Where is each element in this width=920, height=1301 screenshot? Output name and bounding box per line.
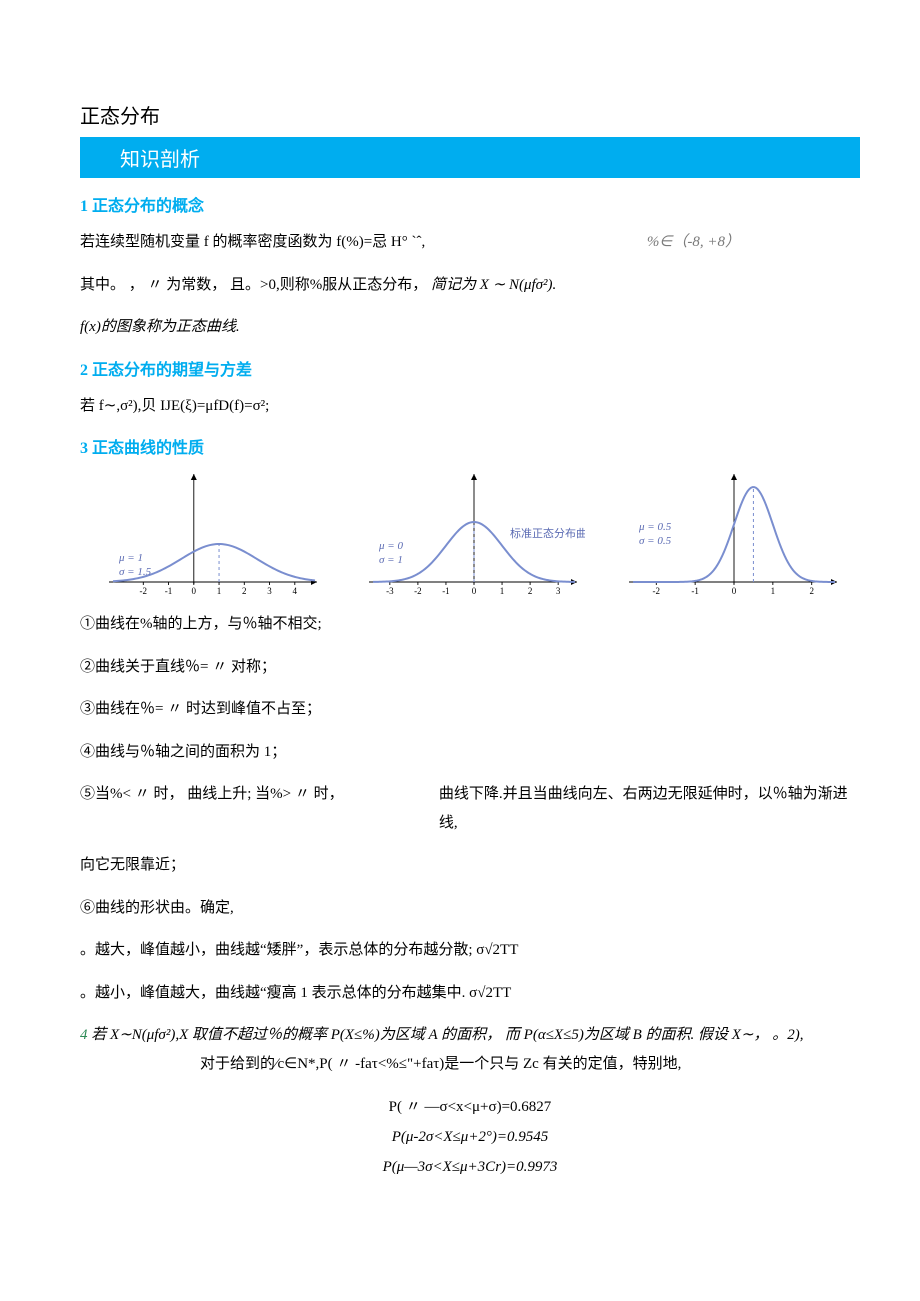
section-3-num: 3 bbox=[80, 440, 88, 457]
prop5b: 曲线下降.并且当曲线向左、右两边无限延伸时，以％轴为渐进线, bbox=[439, 780, 860, 837]
prop2: ②曲线关于直线％= 〃 对称； bbox=[80, 653, 860, 682]
svg-text:-2: -2 bbox=[140, 586, 148, 596]
p7b: 对于给到的⁄c∈N*,P( 〃 -faτ<%≤"+faτ)是一个只与 Zc 有关… bbox=[80, 1050, 681, 1079]
prop1: ①曲线在%轴的上方，与％轴不相交; bbox=[80, 610, 860, 639]
prop3: ③曲线在％= 〃 时达到峰值不占至； bbox=[80, 695, 860, 724]
svg-text:-1: -1 bbox=[442, 586, 450, 596]
prop4: ④曲线与％轴之间的面积为 1； bbox=[80, 738, 860, 767]
svg-text:2: 2 bbox=[242, 586, 247, 596]
svg-text:-3: -3 bbox=[386, 586, 394, 596]
p1-left: 若连续型随机变量 f 的概率密度函数为 f(%)=忌 H° ˋˆ, bbox=[80, 228, 425, 257]
prop5a: ⑤当%< 〃 时， 曲线上升; 当%> 〃 时， bbox=[80, 780, 439, 837]
chart-1: -2 -1 0 1 2 3 4 μ = 1 σ = 1.5 bbox=[80, 470, 340, 600]
prop6b: 。越小，峰值越大，曲线越“瘦高 1 表示总体的分布越集中. σ√2TT bbox=[80, 979, 860, 1008]
normal-curves-row: -2 -1 0 1 2 3 4 μ = 1 σ = 1.5 -3 -2 -1 0 1 2 3 μ = 0 σ =… bbox=[80, 470, 860, 600]
section-3-title: 正态曲线的性质 bbox=[92, 440, 204, 457]
p1: 若连续型随机变量 f 的概率密度函数为 f(%)=忌 H° ˋˆ, %∈（-8,… bbox=[80, 228, 860, 257]
svg-text:σ = 1.5: σ = 1.5 bbox=[119, 566, 152, 578]
section-2-heading: 2 正态分布的期望与方差 bbox=[80, 356, 860, 380]
normal-chart-3: -2 -1 0 1 2 μ = 0.5 σ = 0.5 bbox=[615, 470, 845, 600]
section-2-num: 2 bbox=[80, 362, 88, 379]
page-title: 正态分布 bbox=[80, 100, 860, 129]
chart-3: -2 -1 0 1 2 μ = 0.5 σ = 0.5 bbox=[600, 470, 860, 600]
svg-text:μ = 1: μ = 1 bbox=[118, 552, 143, 564]
eq3: P(μ—3σ<X≤μ+3Cr)=0.9973 bbox=[80, 1152, 860, 1182]
prop6a: 。越大，峰值越小，曲线越“矮胖”，表示总体的分布越分散; σ√2TT bbox=[80, 936, 860, 965]
prop6: ⑥曲线的形状由。确定, bbox=[80, 894, 860, 923]
normal-chart-2: -3 -2 -1 0 1 2 3 μ = 0 σ = 1 标准正态分布曲线 bbox=[355, 470, 585, 600]
svg-text:1: 1 bbox=[217, 586, 222, 596]
svg-text:3: 3 bbox=[267, 586, 272, 596]
p2a: 其中。 ， 〃 为常数， 且。>0,则称%服从正态分布， bbox=[80, 277, 431, 293]
svg-text:σ = 1: σ = 1 bbox=[379, 554, 403, 566]
eq2: P(μ-2σ<X≤μ+2°)=0.9545 bbox=[80, 1122, 860, 1152]
svg-text:0: 0 bbox=[732, 586, 737, 596]
section-banner: 知识剖析 bbox=[80, 137, 860, 178]
p2b: 简记为 X ∼ N(μfσ²). bbox=[431, 277, 556, 293]
section-1-num: 1 bbox=[80, 198, 88, 215]
svg-text:μ = 0: μ = 0 bbox=[378, 540, 403, 552]
svg-text:标准正态分布曲线: 标准正态分布曲线 bbox=[510, 526, 585, 540]
svg-text:4: 4 bbox=[293, 586, 298, 596]
section-2-title: 正态分布的期望与方差 bbox=[92, 362, 252, 379]
p1-right: %∈（-8, +8） bbox=[647, 228, 860, 257]
section-1-heading: 1 正态分布的概念 bbox=[80, 192, 860, 216]
chart-2: -3 -2 -1 0 1 2 3 μ = 0 σ = 1 标准正态分布曲线 bbox=[340, 470, 600, 600]
svg-text:1: 1 bbox=[771, 586, 776, 596]
p2: 其中。 ， 〃 为常数， 且。>0,则称%服从正态分布， 简记为 X ∼ N(μ… bbox=[80, 271, 860, 300]
equations: P( 〃 —σ<x<μ+σ)=0.6827 P(μ-2σ<X≤μ+2°)=0.9… bbox=[80, 1092, 860, 1182]
svg-text:-2: -2 bbox=[414, 586, 422, 596]
svg-text:-2: -2 bbox=[653, 586, 661, 596]
p4: 若 f∼,σ²),贝 IJE(ξ)=μfD(f)=σ²; bbox=[80, 392, 860, 421]
p7: 4 若 X∼N(μfσ²),X 取值不超过％的概率 P(X≤%)为区域 A 的面… bbox=[80, 1021, 860, 1078]
section-3-heading: 3 正态曲线的性质 bbox=[80, 434, 860, 458]
svg-text:1: 1 bbox=[500, 586, 505, 596]
p3: f(x)的图象称为正态曲线. bbox=[80, 313, 860, 342]
prop5-line1: ⑤当%< 〃 时， 曲线上升; 当%> 〃 时， 曲线下降.并且当曲线向左、右两… bbox=[80, 780, 860, 837]
section-4-num: 4 bbox=[80, 1027, 88, 1043]
svg-text:μ = 0.5: μ = 0.5 bbox=[638, 521, 672, 533]
svg-text:0: 0 bbox=[192, 586, 197, 596]
svg-text:-1: -1 bbox=[691, 586, 699, 596]
svg-text:σ = 0.5: σ = 0.5 bbox=[639, 535, 672, 547]
svg-text:3: 3 bbox=[556, 586, 561, 596]
p7a: 若 X∼N(μfσ²),X 取值不超过％的概率 P(X≤%)为区域 A 的面积，… bbox=[91, 1027, 803, 1043]
prop5c: 向它无限靠近； bbox=[80, 851, 860, 880]
eq1: P( 〃 —σ<x<μ+σ)=0.6827 bbox=[80, 1092, 860, 1122]
section-1-title: 正态分布的概念 bbox=[92, 198, 204, 215]
svg-text:2: 2 bbox=[528, 586, 533, 596]
svg-text:2: 2 bbox=[809, 586, 814, 596]
svg-text:0: 0 bbox=[472, 586, 477, 596]
normal-chart-1: -2 -1 0 1 2 3 4 μ = 1 σ = 1.5 bbox=[95, 470, 325, 600]
svg-text:-1: -1 bbox=[165, 586, 173, 596]
